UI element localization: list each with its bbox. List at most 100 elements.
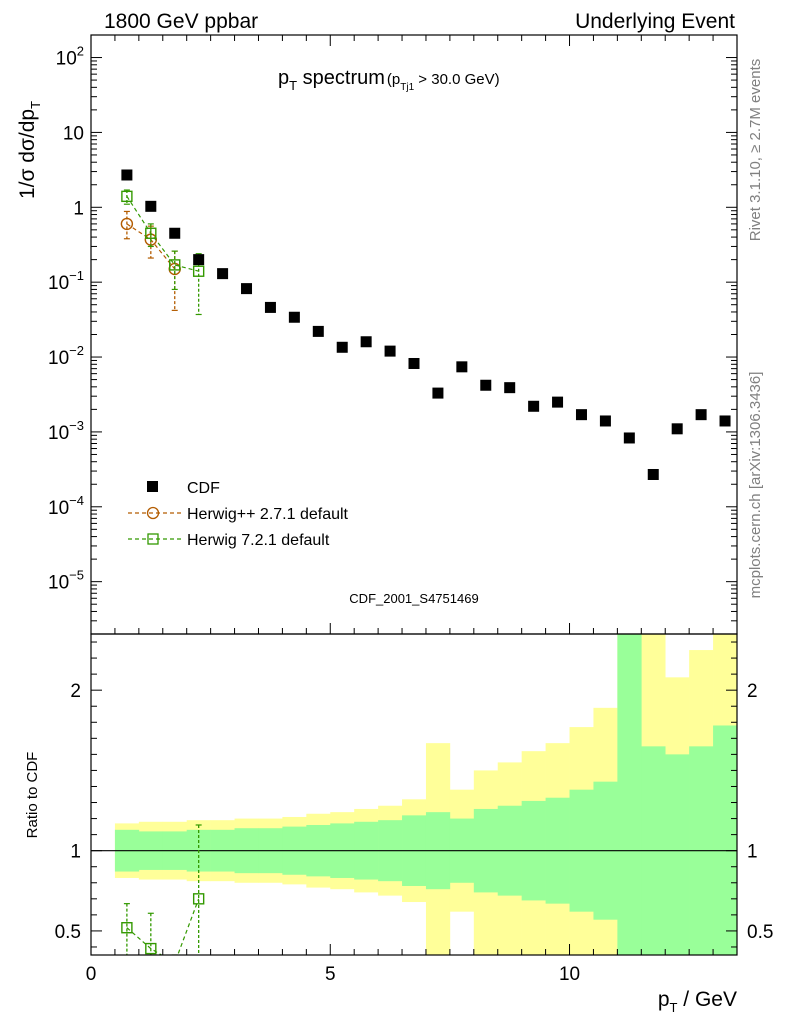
herwig7-point [169,259,181,271]
x-ticks: 0 5 10 [86,35,738,985]
legend-cdf-label: CDF [187,480,220,497]
cdf-point [241,283,253,295]
analysis-watermark: CDF_2001_S4751469 [349,591,478,606]
cdf-point [480,379,492,391]
cdf-point [623,432,635,444]
lower-y-tick-label: 1 [70,842,81,863]
cdf-point [288,311,300,323]
upper-y-tick-label-base: 10 [48,348,69,369]
upper-y-tick-label: 102 [56,44,84,70]
cdf-point [575,409,587,421]
ratio-band-inner [713,725,737,955]
herwigpp-point [120,217,134,231]
plot-title-main: p [278,67,289,89]
legend-h7-marker [147,533,159,545]
cdf-point [671,423,683,435]
herwig7-ratio-point [192,893,205,905]
rivet-version-label: Rivet 3.1.10, ≥ 2.7M events [747,59,764,242]
herwig7-line [126,196,199,272]
plot-title-sub: T [289,78,297,93]
cut-sub: Tj1 [400,82,414,93]
cdf-point [456,361,468,373]
plot-title-rest: spectrum [297,67,385,89]
upper-y-tick-label: 10−5 [48,568,84,594]
spectrum-series [120,169,731,480]
x-tick-label: 10 [559,964,580,985]
cdf-point [695,409,707,421]
upper-y-tick-label: 10−3 [48,418,84,444]
upper-y-tick-label-base: 10 [48,423,69,444]
plot-title: pT spectrum (pTj1 > 30.0 GeV) [278,67,500,93]
cdf-point [408,357,420,369]
upper-y-tick-label-exp: −5 [69,568,84,583]
upper-y-label-sub: T [28,101,43,109]
cdf-point [552,396,564,408]
cdf-point [336,341,348,353]
lower-plot-frame [90,633,738,956]
upper-y-tick-label-base: 10 [56,49,77,70]
cdf-point [312,325,324,337]
x-axis-label-rest: / GeV [677,988,737,1011]
x-tick-label: 0 [86,964,97,985]
herwig7-point [192,265,205,277]
upper-y-tick-label-exp: −4 [69,493,84,508]
cdf-point [384,345,396,357]
herwig7-point [145,227,157,239]
herwig7-ratio-point [145,942,157,955]
upper-y-tick-label-exp: −1 [69,268,84,283]
upper-y-label-main: 1/σ dσ/dp [16,109,39,199]
cdf-point [264,301,276,313]
cut-rest: > 30.0 GeV) [414,71,499,88]
herwig7-ratio-point [121,922,133,934]
lower-y-label: Ratio to CDF [24,752,41,839]
upper-y-tick-label: 10−4 [48,493,84,519]
x-axis-label-sub: T [670,1000,678,1015]
herwig7-ratio-line [126,898,200,955]
header-energy-label: 1800 GeV ppbar [104,10,258,33]
cdf-point [528,400,540,412]
upper-y-tick-label-exp: −3 [69,418,84,433]
cdf-point [121,169,133,181]
cdf-point [647,468,659,480]
ratio-band-inner [665,754,690,955]
legend-h7-label: Herwig 7.2.1 default [187,532,330,549]
x-axis-label: pT / GeV [658,988,737,1015]
cdf-point [217,268,229,280]
x-tick-label: 5 [325,964,336,985]
legend-hpp-label: Herwig++ 2.7.1 default [187,506,349,523]
upper-y-tick-label-exp: −2 [69,343,84,358]
lower-y-ticks: 0.5 0.5 1 1 2 2 [55,641,773,948]
ratio-band-inner [641,746,666,955]
cdf-point [504,382,516,394]
upper-y-tick-label: 10 [63,123,84,144]
cdf-point [360,336,372,348]
lower-y-tick-label: 2 [70,681,81,702]
lower-y-tick-label-right: 0.5 [747,922,773,943]
upper-y-tick-label-base: 10 [48,273,69,294]
cdf-point [599,415,611,427]
legend-hpp-marker [146,506,160,520]
upper-y-label: 1/σ dσ/dpT [16,101,43,199]
ratio-band-inner [617,634,642,955]
cdf-point [145,200,157,212]
upper-y-tick-label-base: 10 [63,123,84,144]
ratio-series [91,824,737,955]
mcplots-label: mcplots.cern.ch [arXiv:1306.3436] [747,372,764,599]
upper-y-tick-label-base: 1 [73,198,84,219]
cdf-point [432,387,444,399]
legend: CDF Herwig++ 2.7.1 default Herwig 7.2.1 … [128,480,349,549]
upper-y-tick-label: 10−2 [48,343,84,369]
legend-cdf-marker [147,481,158,492]
cut-open: (p [387,71,400,88]
lower-y-tick-label-right: 2 [747,681,758,702]
cdf-point [169,227,181,239]
cdf-point [193,254,205,266]
upper-y-tick-label-exp: 2 [77,44,84,59]
cdf-point [719,415,731,427]
lower-y-tick-label-right: 1 [747,842,758,863]
upper-y-tick-label-base: 10 [48,498,69,519]
upper-y-tick-label: 10−1 [48,268,84,294]
upper-y-tick-label: 1 [73,198,84,219]
